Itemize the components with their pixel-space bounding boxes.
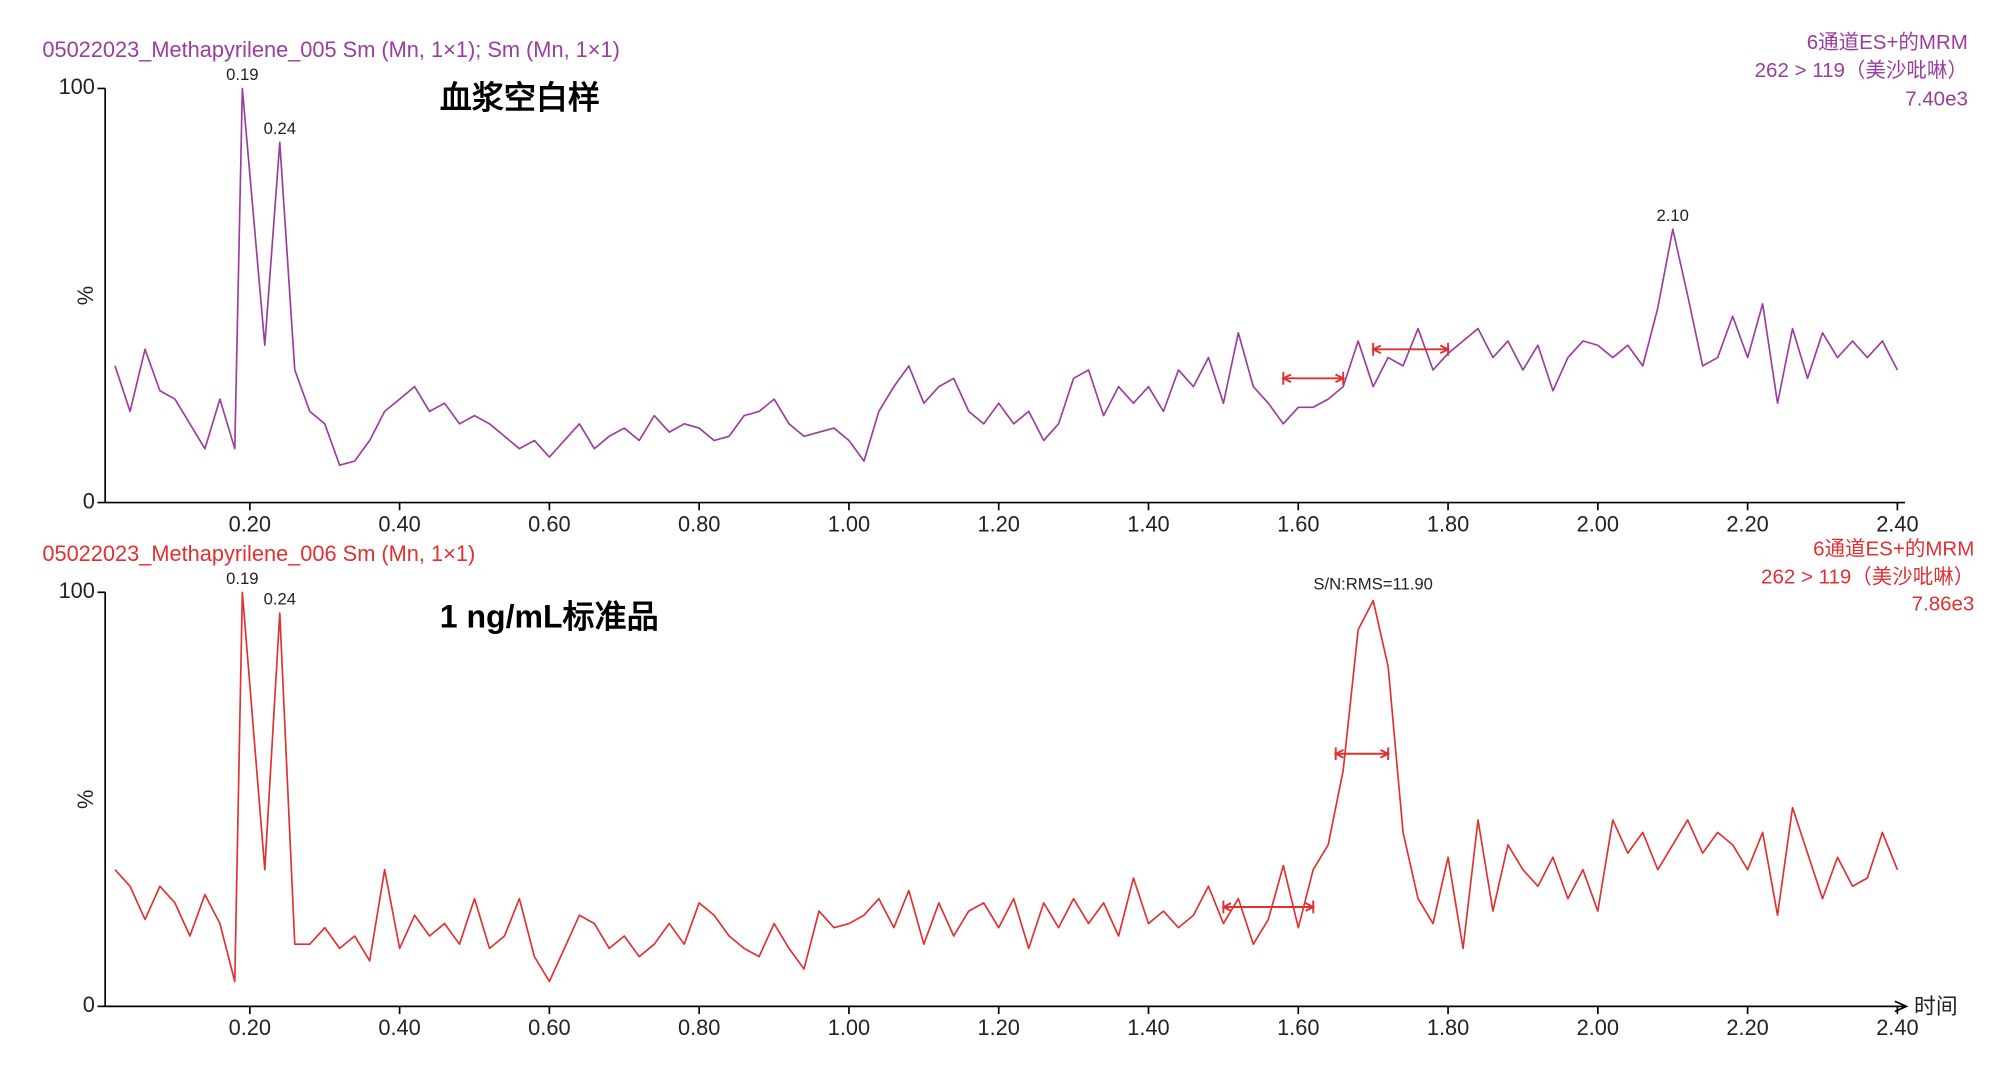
- x-tick-label: 1.60: [1277, 511, 1319, 536]
- x-tick-label: 0.60: [528, 1015, 570, 1040]
- x-tick-label: 1.20: [978, 511, 1020, 536]
- peak-label: 0.19: [226, 65, 258, 84]
- x-axis-label: 时间: [1914, 993, 1958, 1018]
- interval-ends: [1333, 747, 1391, 761]
- x-tick-label: 0.20: [229, 1015, 271, 1040]
- x-tick-label: 1.40: [1127, 511, 1169, 536]
- trace: [114, 87, 1899, 467]
- channel-info: 6通道ES+的MRM: [1807, 31, 1968, 54]
- peak-label: 0.24: [264, 119, 296, 138]
- y-tick-label: 100: [59, 74, 95, 99]
- chart-title: 05022023_Methapyrilene_005 Sm (Mn, 1×1);…: [42, 37, 620, 62]
- peak-label: 2.10: [1657, 206, 1689, 225]
- x-tick-label: 1.80: [1427, 511, 1469, 536]
- x-tick-label: 1.00: [828, 1015, 870, 1040]
- channel-info: 7.40e3: [1905, 87, 1968, 110]
- channel-info: 262 > 119（美沙吡啉）: [1761, 566, 1974, 589]
- x-tick-label: 0.40: [378, 1015, 420, 1040]
- x-tick-label: 0.40: [378, 511, 420, 536]
- y-axis-label: %: [73, 286, 98, 305]
- x-axis-arrow: [1894, 1000, 1909, 1013]
- channel-info: 7.86e3: [1912, 593, 1975, 616]
- x-tick-label: 2.40: [1876, 1015, 1918, 1040]
- channel-info: 6通道ES+的MRM: [1813, 537, 1974, 560]
- y-axis-label: %: [73, 790, 98, 809]
- interval-ends: [1371, 342, 1451, 356]
- x-tick-label: 1.60: [1277, 1015, 1319, 1040]
- x-tick-label: 2.40: [1876, 511, 1918, 536]
- x-tick-label: 0.20: [229, 511, 271, 536]
- x-tick-label: 1.80: [1427, 1015, 1469, 1040]
- x-tick-label: 2.00: [1577, 1015, 1619, 1040]
- sample-label: 血浆空白样: [440, 79, 600, 115]
- channel-info: 262 > 119（美沙吡啉）: [1755, 59, 1968, 82]
- trace: [114, 591, 1899, 983]
- peak-label: 0.24: [264, 590, 296, 609]
- x-tick-label: 2.20: [1726, 1015, 1768, 1040]
- y-tick-label: 100: [59, 578, 95, 603]
- y-tick-label: 0: [83, 992, 95, 1017]
- x-tick-label: 1.20: [978, 1015, 1020, 1040]
- chart-title: 05022023_Methapyrilene_006 Sm (Mn, 1×1): [42, 541, 475, 566]
- sample-label: 1 ng/mL标准品: [440, 599, 659, 635]
- x-tick-label: 0.60: [528, 511, 570, 536]
- x-tick-label: 0.80: [678, 1015, 720, 1040]
- peak-label: 0.19: [226, 569, 258, 588]
- x-tick-label: 2.00: [1577, 511, 1619, 536]
- x-tick-label: 1.40: [1127, 1015, 1169, 1040]
- interval-ends: [1221, 900, 1316, 914]
- x-tick-label: 0.80: [678, 511, 720, 536]
- interval-ends: [1281, 371, 1346, 385]
- x-tick-label: 1.00: [828, 511, 870, 536]
- y-tick-label: 0: [83, 488, 95, 513]
- annotation: S/N:RMS=11.90: [1313, 575, 1433, 594]
- x-tick-label: 2.20: [1726, 511, 1768, 536]
